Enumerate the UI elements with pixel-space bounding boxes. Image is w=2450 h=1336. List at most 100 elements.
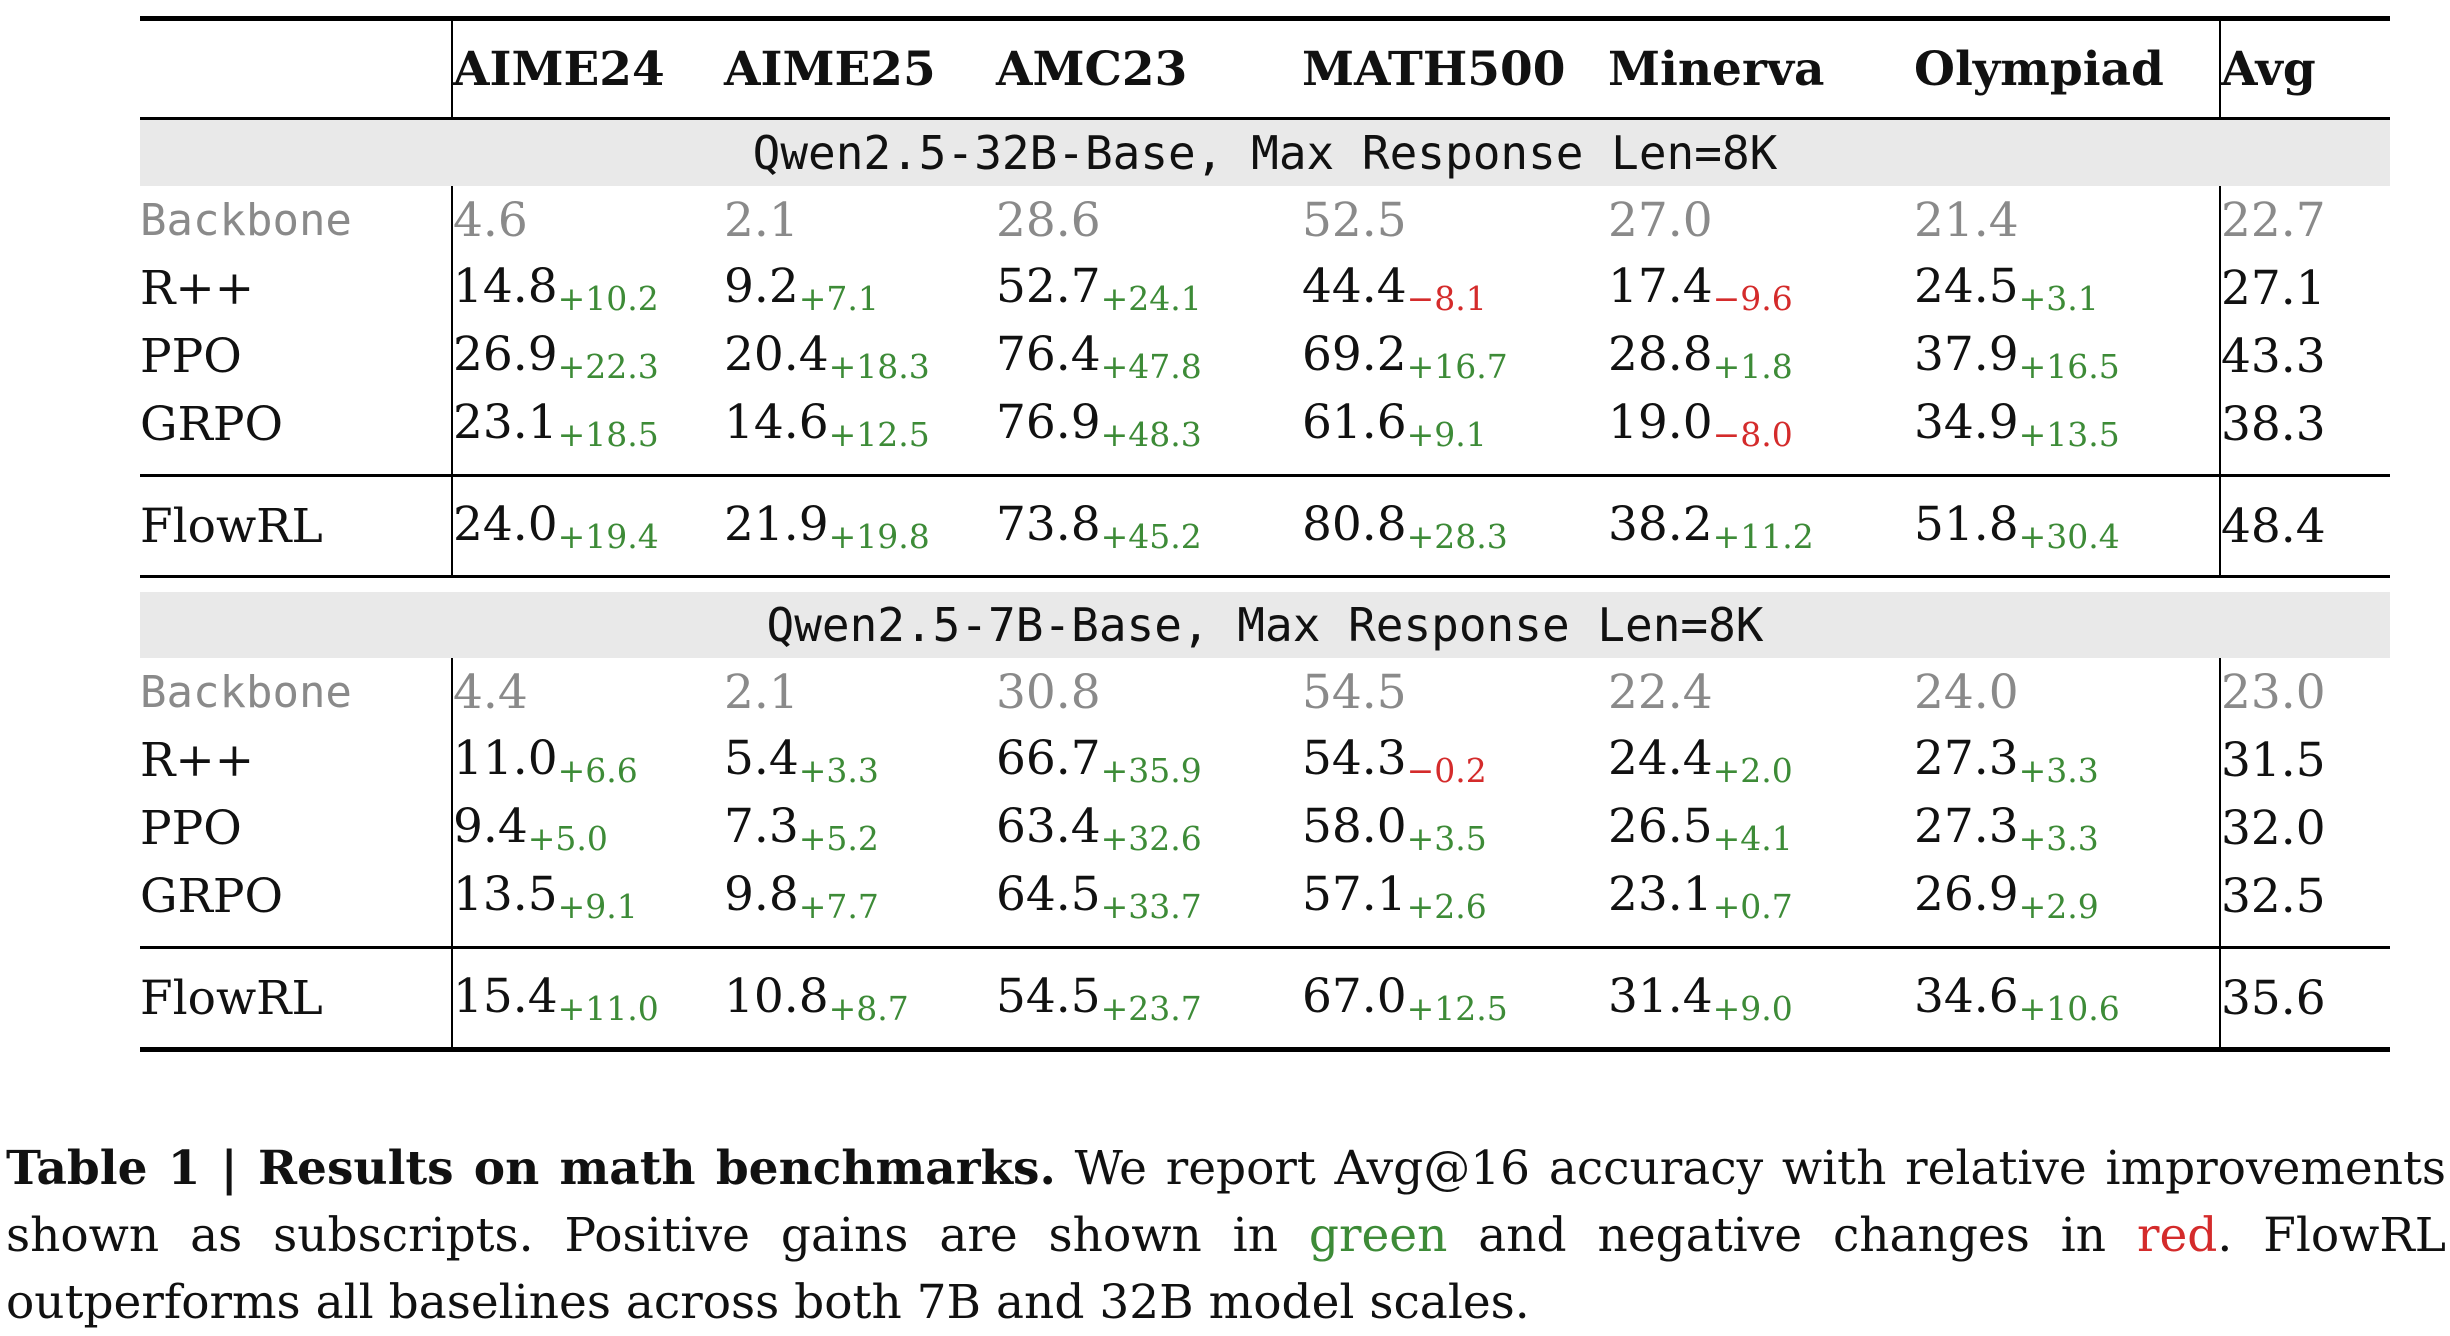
caption-text-2: and negative changes in	[1447, 1208, 2137, 1263]
score-value: 76.4	[996, 326, 1101, 382]
section-title: Qwen2.5-32B-Base, Max Response Len=8K	[140, 118, 2390, 186]
score-cell: 2.1	[724, 658, 996, 726]
score-cell: 21.9+19.8	[724, 474, 996, 577]
score-cell: 38.2+11.2	[1608, 474, 1914, 577]
table-row: R++ 14.8+10.2 9.2+7.1 52.7+24.1 44.4−8.1 17.4…	[140, 254, 2390, 322]
score-value: 10.8	[724, 968, 829, 1024]
score-cell: 28.6	[996, 186, 1302, 254]
delta-subscript: −9.6	[1712, 278, 1793, 318]
delta-subscript: +18.3	[828, 346, 930, 386]
delta-subscript: +7.7	[798, 886, 879, 926]
delta-subscript: +10.6	[2018, 988, 2120, 1028]
delta-subscript: +5.0	[527, 818, 608, 858]
header-olympiad: Olympiad	[1914, 16, 2221, 120]
delta-subscript: +48.3	[1100, 414, 1202, 454]
delta-subscript: +33.7	[1100, 886, 1202, 926]
score-value: 19.0	[1608, 394, 1713, 450]
score-value: 14.6	[724, 394, 829, 450]
delta-subscript: +11.0	[557, 988, 659, 1028]
table-caption: Table 1 | Results on math benchmarks. We…	[6, 1135, 2446, 1336]
section-gap-cell	[140, 575, 2390, 592]
delta-subscript: +32.6	[1100, 818, 1202, 858]
score-value: 24.4	[1608, 730, 1713, 786]
score-value: 23.1	[453, 394, 558, 450]
delta-subscript: +16.5	[2018, 346, 2120, 386]
score-cell: 58.0+3.5	[1302, 794, 1608, 862]
delta-subscript: +19.4	[557, 516, 659, 556]
avg-cell: 32.0	[2221, 800, 2326, 856]
score-value: 11.0	[453, 730, 558, 786]
spacer-cell	[1914, 458, 2221, 476]
score-value: 57.1	[1302, 866, 1407, 922]
section-gap-row	[140, 575, 2390, 592]
avg-cell: 48.4	[2220, 474, 2390, 577]
header-amc23: AMC23	[996, 16, 1302, 120]
score-cell: 23.1+0.7	[1608, 862, 1914, 930]
delta-subscript: +2.0	[1712, 750, 1793, 790]
score-value: 9.2	[724, 258, 799, 314]
score-cell: 23.1+18.5	[452, 390, 724, 458]
method-name: R++	[140, 726, 453, 794]
score-cell: 61.6+9.1	[1302, 390, 1608, 458]
score-value: 34.9	[1914, 394, 2019, 450]
delta-subscript: +9.0	[1712, 988, 1793, 1028]
section-header-row: Qwen2.5-7B-Base, Max Response Len=8K	[140, 592, 2390, 658]
header-math500: MATH500	[1302, 16, 1608, 120]
score-value: 4.4	[453, 664, 528, 720]
score-value: 26.9	[1914, 866, 2019, 922]
score-cell: 54.5	[1302, 658, 1608, 726]
score-cell: 67.0+12.5	[1302, 946, 1608, 1052]
score-value: 73.8	[996, 496, 1101, 552]
score-value: 2.1	[724, 664, 799, 720]
score-value: 15.4	[453, 968, 558, 1024]
score-value: 69.2	[1302, 326, 1407, 382]
delta-subscript: +23.7	[1100, 988, 1202, 1028]
delta-subscript: +4.1	[1712, 818, 1793, 858]
avg-cell: 27.1	[2221, 260, 2326, 316]
caption-label: Table 1 | Results on math benchmarks.	[6, 1141, 1056, 1196]
score-cell: 13.5+9.1	[452, 862, 724, 930]
score-value: 17.4	[1608, 258, 1713, 314]
score-value: 21.9	[724, 496, 829, 552]
delta-subscript: −0.2	[1406, 750, 1487, 790]
delta-subscript: +9.1	[1406, 414, 1487, 454]
delta-subscript: +12.5	[828, 414, 930, 454]
score-cell: 26.9+2.9	[1914, 862, 2221, 930]
score-value: 2.1	[724, 192, 799, 248]
results-table: AIME24 AIME25 AMC23 MATH500 Minerva Olym…	[140, 16, 2390, 1052]
spacer-cell	[452, 458, 724, 476]
score-cell: 9.4+5.0	[452, 794, 724, 862]
score-cell: 34.9+13.5	[1914, 390, 2221, 458]
avg-cell: 38.3	[2221, 396, 2326, 452]
score-cell: 73.8+45.2	[996, 474, 1302, 577]
score-value: 24.0	[1914, 664, 2019, 720]
caption-text-1: We report Avg@16 accuracy with relative …	[6, 1141, 2447, 1263]
method-name: FlowRL	[140, 474, 453, 577]
score-value: 52.7	[996, 258, 1101, 314]
score-cell: 66.7+35.9	[996, 726, 1302, 794]
score-cell: 14.6+12.5	[724, 390, 996, 458]
score-cell: 27.0	[1608, 186, 1914, 254]
method-name: GRPO	[140, 862, 453, 930]
score-cell: 11.0+6.6	[452, 726, 724, 794]
delta-subscript: +10.2	[557, 278, 659, 318]
score-value: 63.4	[996, 798, 1101, 854]
header-row: AIME24 AIME25 AMC23 MATH500 Minerva Olym…	[140, 16, 2390, 120]
score-cell: 54.5+23.7	[996, 946, 1302, 1052]
score-cell: 9.2+7.1	[724, 254, 996, 322]
score-value: 52.5	[1302, 192, 1407, 248]
spacer-cell	[1302, 930, 1608, 948]
score-value: 28.6	[996, 192, 1101, 248]
table-row: Backbone 4.4 2.1 30.8 54.5 22.4 24.0 23.0	[140, 658, 2390, 726]
score-cell: 26.5+4.1	[1608, 794, 1914, 862]
delta-subscript: +18.5	[557, 414, 659, 454]
score-cell: 80.8+28.3	[1302, 474, 1608, 577]
score-cell: 5.4+3.3	[724, 726, 996, 794]
score-value: 51.8	[1914, 496, 2019, 552]
score-cell: 9.8+7.7	[724, 862, 996, 930]
score-value: 37.9	[1914, 326, 2019, 382]
score-cell: 63.4+32.6	[996, 794, 1302, 862]
delta-subscript: +11.2	[1712, 516, 1814, 556]
table-row: FlowRL 15.4+11.0 10.8+8.7 54.5+23.7 67.0+12.…	[140, 946, 2390, 1052]
method-name: Backbone	[140, 186, 453, 254]
